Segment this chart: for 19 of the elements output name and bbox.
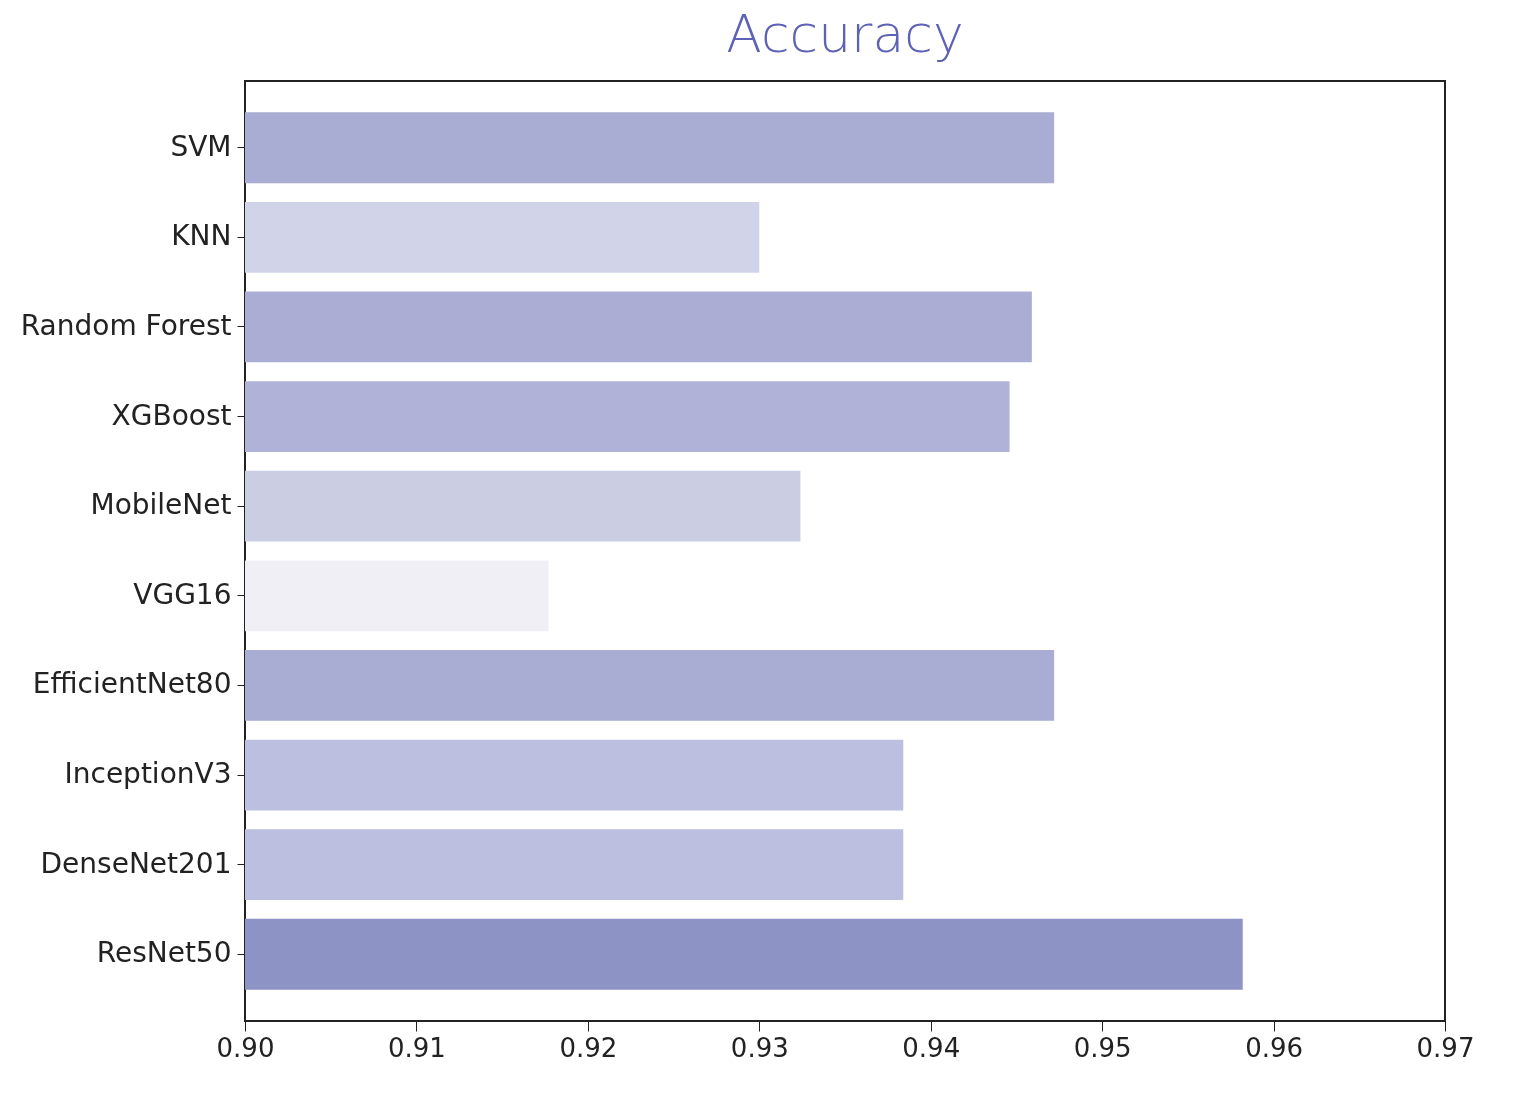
y-tick-label: KNN xyxy=(171,219,232,253)
y-tick-label: XGBoost xyxy=(111,398,232,432)
x-tick-label: 0.94 xyxy=(902,1032,961,1063)
chart-title: Accuracy xyxy=(726,4,964,64)
x-tick-label: 0.97 xyxy=(1416,1032,1475,1063)
x-tick-label: 0.92 xyxy=(559,1032,618,1063)
y-tick-label: Random Forest xyxy=(20,308,232,342)
x-tick-label: 0.95 xyxy=(1073,1032,1132,1063)
x-tick-label: 0.96 xyxy=(1245,1032,1304,1063)
y-tick-label: EfficientNet80 xyxy=(32,667,232,701)
y-tick-label: SVM xyxy=(170,129,232,163)
y-tick-label: DenseNet201 xyxy=(40,846,232,880)
x-tick-label: 0.93 xyxy=(730,1032,789,1063)
x-tick-label: 0.91 xyxy=(387,1032,446,1063)
x-tick-label: 0.90 xyxy=(216,1032,275,1063)
y-tick-label: InceptionV3 xyxy=(64,757,232,791)
y-tick-label: MobileNet xyxy=(90,488,232,522)
y-tick-label: ResNet50 xyxy=(96,936,232,970)
y-tick-label: VGG16 xyxy=(133,577,232,611)
